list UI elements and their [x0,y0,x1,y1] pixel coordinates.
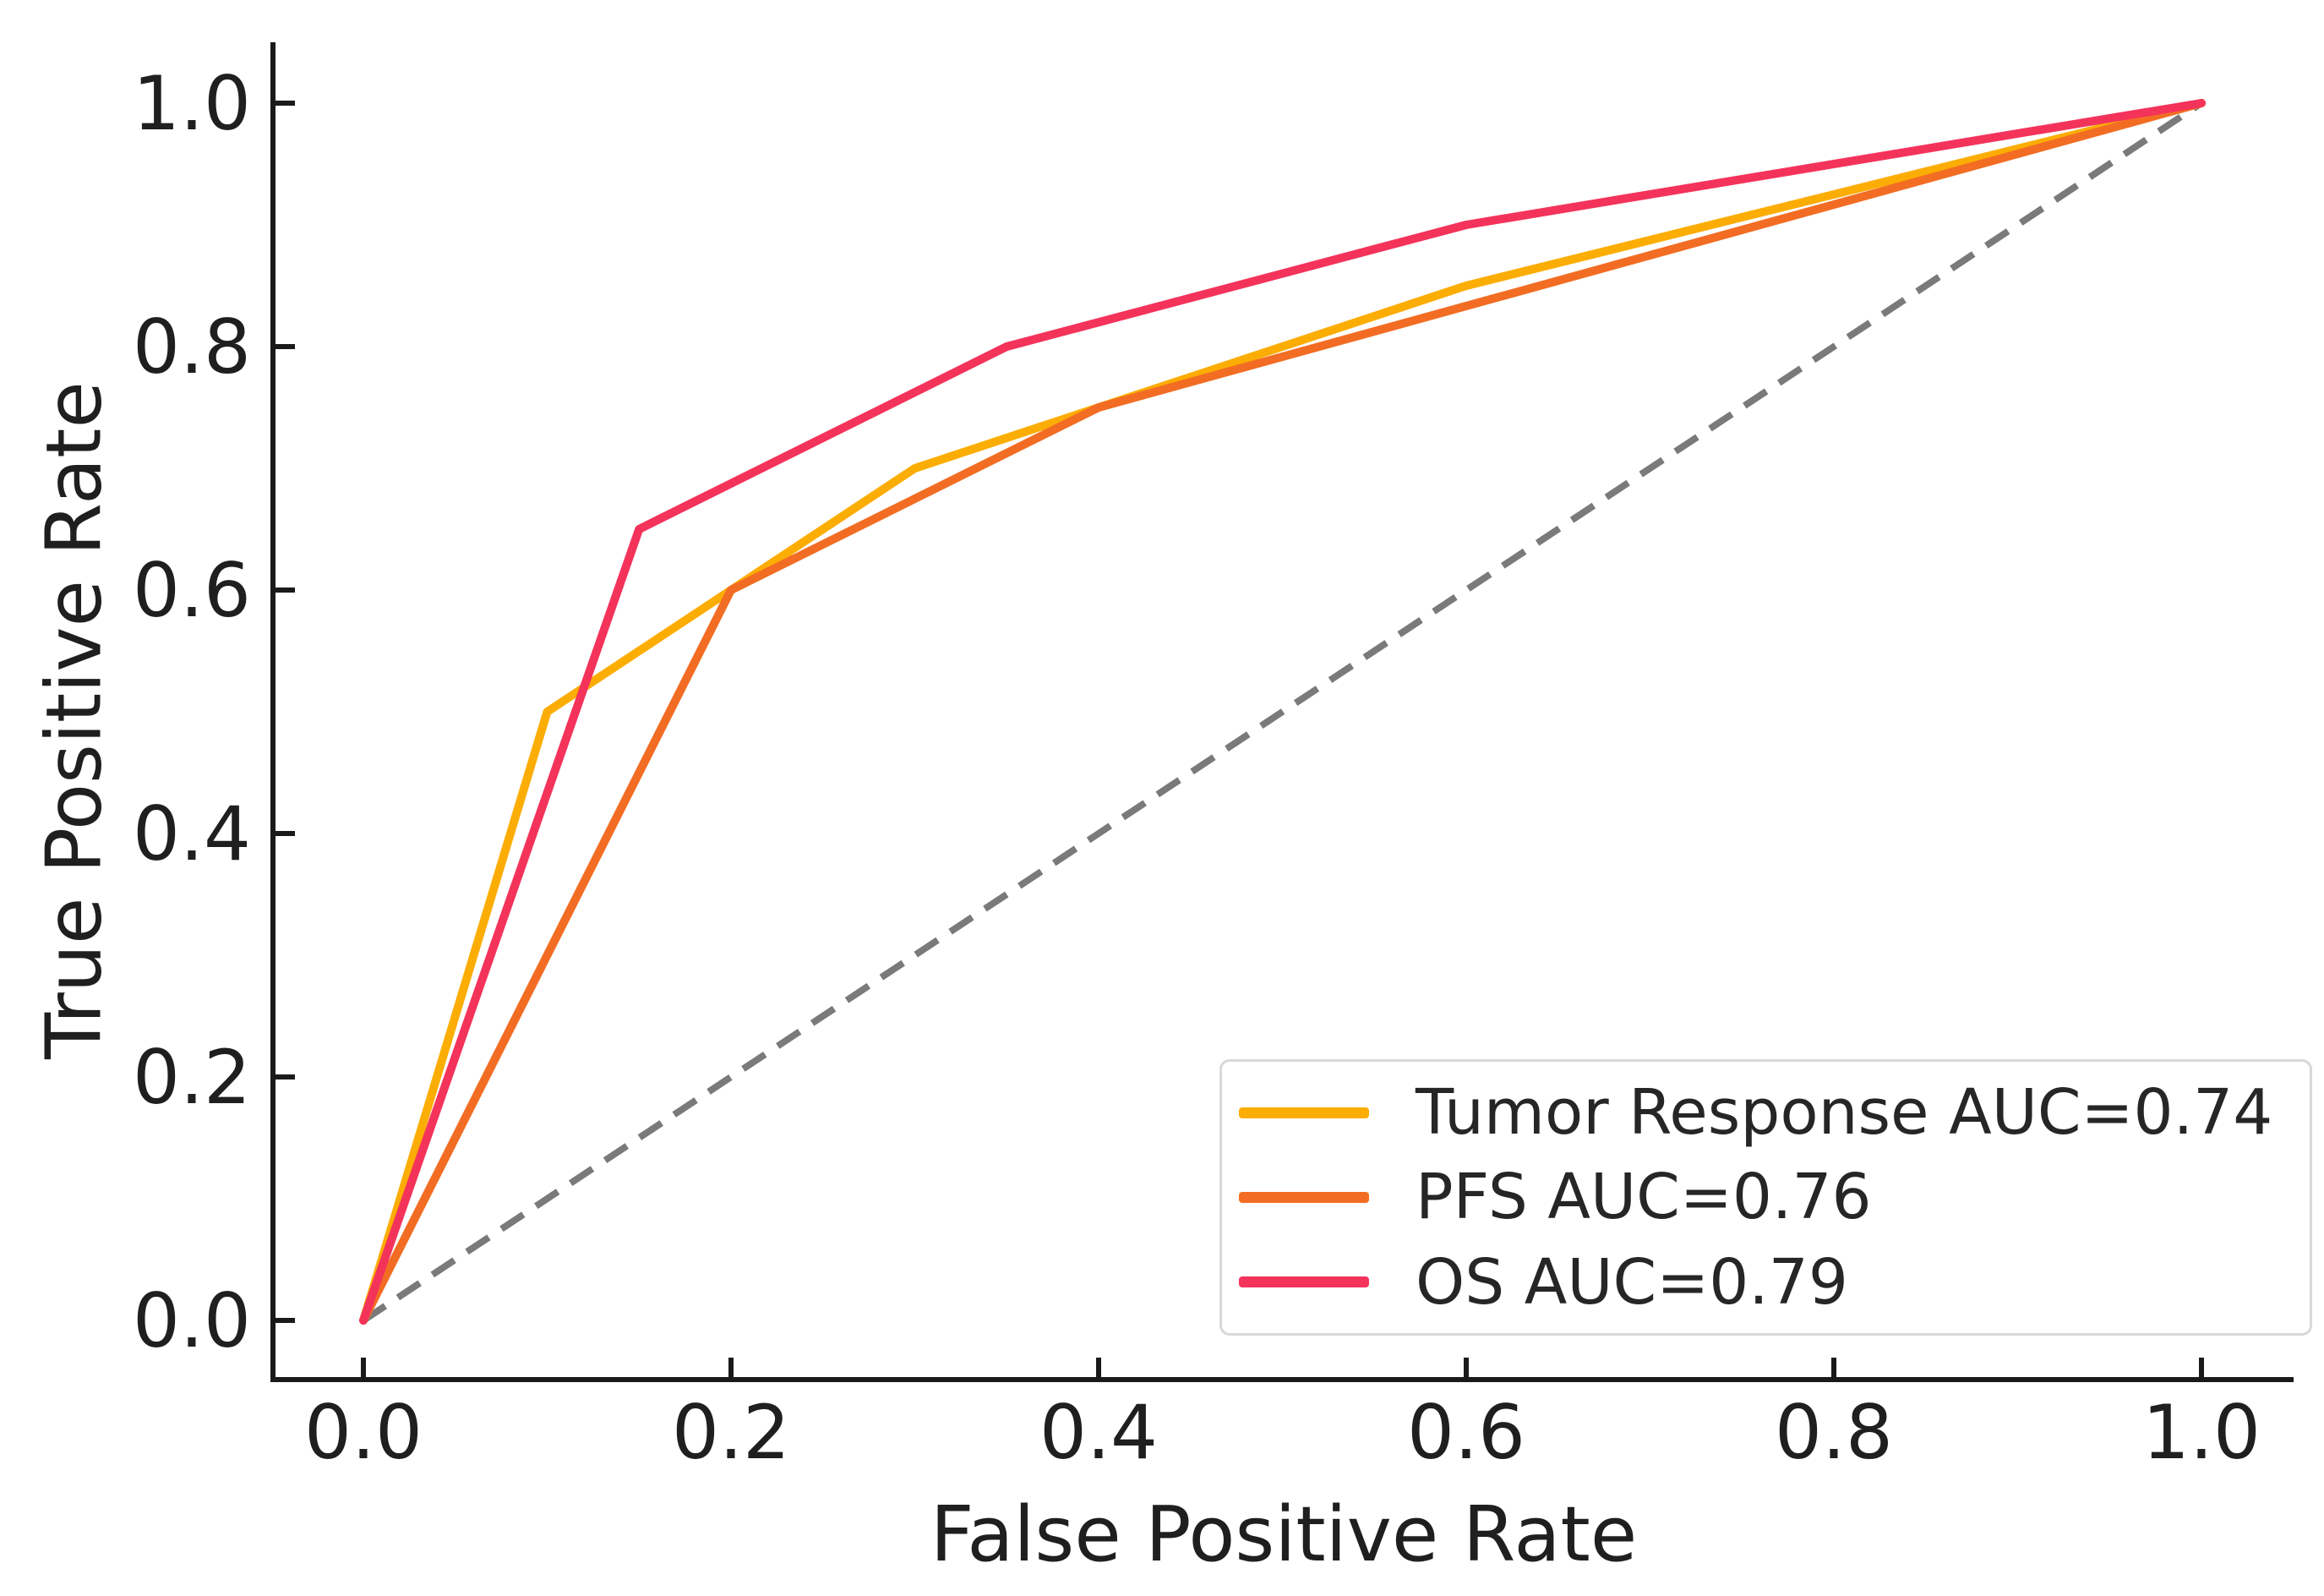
y-tick-label: 0.4 [133,790,251,877]
x-tick-label: 0.4 [1039,1389,1158,1476]
y-tick-label: 0.6 [133,547,251,634]
legend-item-pfs: PFS AUC=0.76 [1239,1161,2310,1233]
legend: Tumor Response AUC=0.74 PFS AUC=0.76 OS … [1219,1059,2312,1336]
legend-label-pfs: PFS AUC=0.76 [1416,1161,1872,1234]
legend-line-swatch-os [1239,1276,1369,1288]
lines-layer [359,99,2206,1325]
chance-line [361,100,2204,1324]
axes-layer: 0.0 0.2 0.4 0.6 0.8 1.0 0.0 0.2 0.4 0.6 0.8 1.0 [133,42,2294,1476]
legend-label-os: OS AUC=0.79 [1416,1245,1848,1319]
y-axis-label: True Positive Rate [30,381,119,1059]
y-tick-label: 0.8 [133,303,251,391]
x-tick-label: 0.2 [672,1389,790,1476]
x-axis-label: False Positive Rate [930,1490,1638,1579]
series-line-pfs [359,99,2206,1325]
legend-item-os: OS AUC=0.79 [1239,1246,2310,1319]
legend-item-tumor-response: Tumor Response AUC=0.74 [1239,1076,2310,1149]
x-tick-label: 1.0 [2142,1389,2261,1476]
x-tick-label: 0.8 [1775,1389,1893,1476]
x-tick-label: 0.0 [304,1389,423,1476]
legend-line-swatch-tumor-response [1239,1107,1369,1118]
y-tick-label: 1.0 [133,60,251,147]
legend-label-tumor-response: Tumor Response AUC=0.74 [1416,1076,2273,1150]
y-tick-label: 0.0 [133,1277,251,1364]
series-line-os [359,99,2206,1325]
series-line-tumor-response [359,99,2206,1325]
legend-line-swatch-pfs [1239,1191,1369,1203]
x-tick-label: 0.6 [1407,1389,1525,1476]
y-tick-label: 0.2 [133,1034,251,1121]
